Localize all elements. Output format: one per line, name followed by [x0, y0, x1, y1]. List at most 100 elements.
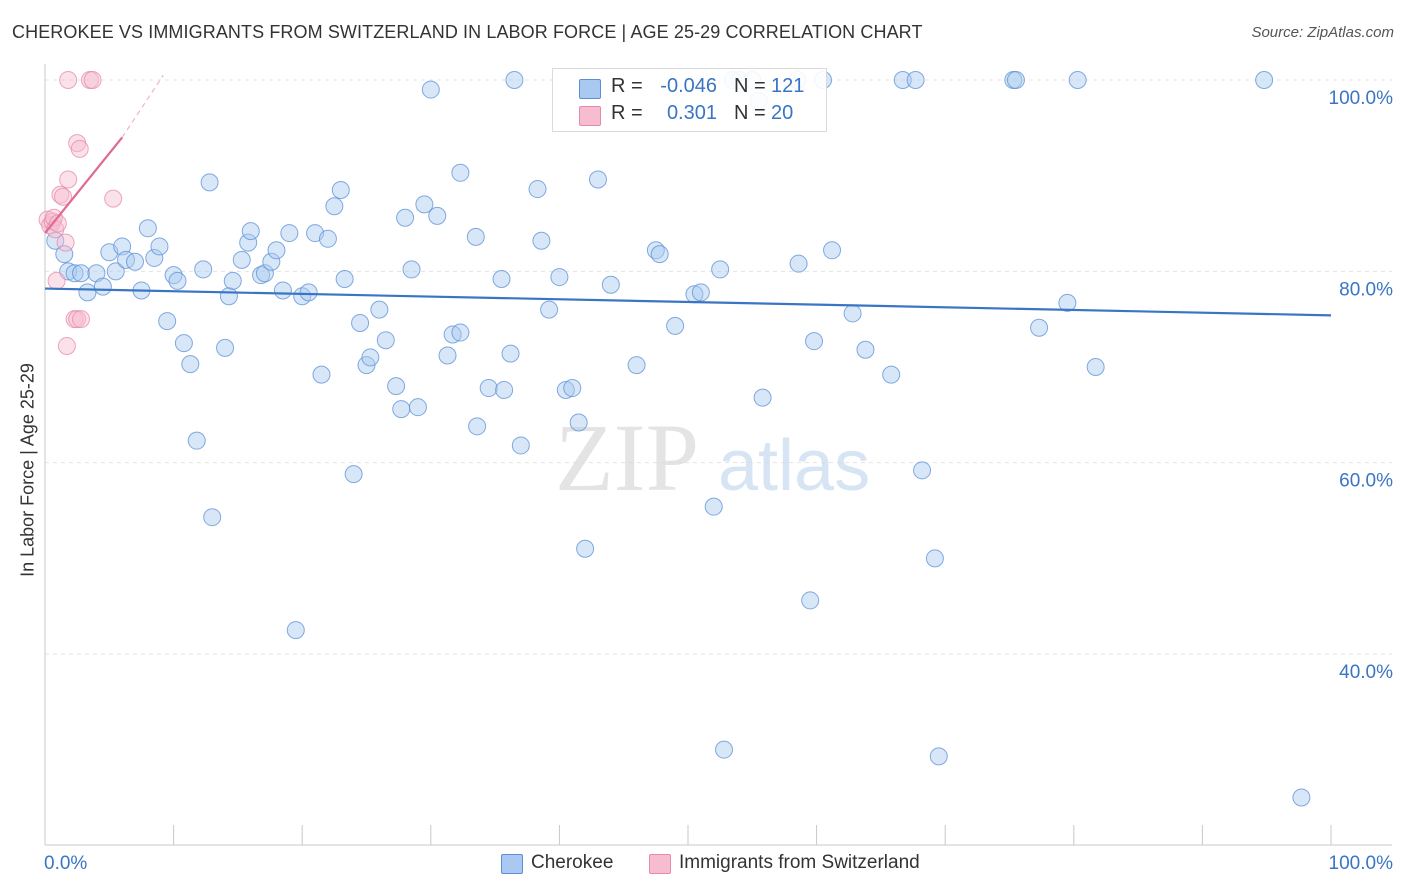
- cherokee-point: [704, 497, 723, 516]
- cherokee-point: [468, 417, 487, 436]
- cherokee-point: [93, 277, 112, 296]
- cherokee-point: [187, 431, 206, 450]
- cherokee-point: [72, 264, 91, 283]
- cherokee-point: [1292, 788, 1311, 807]
- cherokee-point: [479, 379, 498, 398]
- swiss-point: [104, 189, 123, 208]
- cherokee-point: [280, 224, 299, 243]
- cherokee-point: [415, 195, 434, 214]
- cherokee-point: [691, 283, 710, 302]
- swiss-point: [68, 310, 87, 329]
- cherokee-point: [443, 325, 462, 344]
- cherokee-point: [666, 316, 685, 335]
- cherokee-point: [376, 331, 395, 350]
- x-tick-label: 0.0%: [44, 853, 87, 874]
- y-tick-label: 100.0%: [1329, 88, 1394, 109]
- cherokee-point: [540, 300, 559, 319]
- swiss-point: [57, 336, 76, 355]
- legend-r-label: R =: [611, 102, 643, 124]
- cherokee-point: [511, 436, 530, 455]
- cherokee-point: [650, 245, 669, 264]
- cherokee-point: [428, 206, 447, 225]
- cherokee-point: [925, 549, 944, 568]
- legend-r-value: -0.046: [660, 75, 717, 97]
- cherokee-point: [344, 465, 363, 484]
- cherokee-point: [392, 400, 411, 419]
- cherokee-point: [181, 355, 200, 374]
- swiss-trend-line: [44, 136, 124, 234]
- legend-swatch-swiss: [579, 106, 601, 126]
- y-tick-label: 40.0%: [1339, 662, 1393, 683]
- cherokee-point: [843, 304, 862, 323]
- cherokee-point: [466, 227, 485, 246]
- cherokee-point: [396, 208, 415, 227]
- cherokee-point: [158, 312, 177, 331]
- legend-label-cherokee: Cherokee: [531, 852, 614, 873]
- cherokee-point: [203, 508, 222, 527]
- cherokee-point: [492, 269, 511, 288]
- swiss-point: [83, 71, 102, 89]
- cherokee-point: [601, 275, 620, 294]
- cherokee-point: [219, 287, 238, 306]
- cherokee-point: [550, 268, 569, 287]
- cherokee-point: [239, 233, 258, 252]
- cherokee-point: [145, 248, 164, 267]
- cherokee-point: [711, 260, 730, 279]
- cherokee-point: [801, 591, 820, 610]
- cherokee-trend-line: [44, 287, 1332, 317]
- cherokee-point: [255, 264, 274, 283]
- cherokee-point: [150, 237, 169, 256]
- cherokee-point: [117, 250, 136, 269]
- cherokee-point: [1086, 358, 1105, 376]
- legend-swatch-swiss: [649, 854, 671, 874]
- cherokee-point: [55, 245, 74, 264]
- legend-n-label: N =: [734, 102, 766, 124]
- cherokee-point: [408, 398, 427, 417]
- cherokee-point: [569, 413, 588, 432]
- legend-label-swiss: Immigrants from Switzerland: [679, 852, 920, 873]
- swiss-point: [47, 271, 66, 290]
- cherokee-point: [893, 71, 912, 89]
- cherokee-point: [361, 348, 380, 367]
- cherokee-point: [194, 260, 213, 279]
- cherokee-point: [312, 365, 331, 384]
- cherokee-point: [241, 222, 260, 241]
- cherokee-point: [65, 264, 84, 283]
- cherokee-point: [823, 241, 842, 260]
- cherokee-point: [1255, 71, 1274, 89]
- legend-n-label: N =: [734, 75, 766, 97]
- y-tick-label: 60.0%: [1339, 471, 1393, 492]
- cherokee-point: [753, 388, 772, 407]
- cherokee-point: [1058, 293, 1077, 312]
- cherokee-point: [267, 241, 286, 260]
- cherokee-point: [174, 334, 193, 353]
- cherokee-point: [331, 181, 350, 200]
- cherokee-point: [262, 252, 281, 271]
- cherokee-point: [789, 254, 808, 273]
- cherokee-point: [325, 197, 344, 216]
- cherokee-point: [216, 338, 235, 357]
- cherokee-point: [126, 252, 145, 271]
- cherokee-point: [1006, 71, 1025, 89]
- cherokee-point: [438, 346, 457, 365]
- swiss-point: [54, 187, 73, 206]
- cherokee-point: [351, 313, 370, 332]
- cherokee-point: [402, 260, 421, 279]
- cherokee-point: [495, 380, 514, 399]
- cherokee-point: [588, 170, 607, 189]
- legend-n-value: 20: [771, 102, 794, 124]
- swiss-point: [59, 170, 78, 189]
- cherokee-point: [168, 271, 187, 290]
- series-legend: Cherokee Immigrants from Switzerland: [0, 852, 1406, 878]
- cherokee-point: [563, 379, 582, 398]
- cherokee-point: [286, 621, 305, 640]
- cherokee-point: [528, 180, 547, 199]
- cherokee-point: [387, 377, 406, 396]
- watermark-zip: ZIP: [555, 404, 699, 511]
- cherokee-point: [318, 229, 337, 248]
- legend-row-swiss: R = 0.301 N = 20: [553, 102, 826, 130]
- cherokee-point: [370, 300, 389, 319]
- legend-n-value: 121: [771, 75, 805, 97]
- cherokee-point: [299, 283, 318, 302]
